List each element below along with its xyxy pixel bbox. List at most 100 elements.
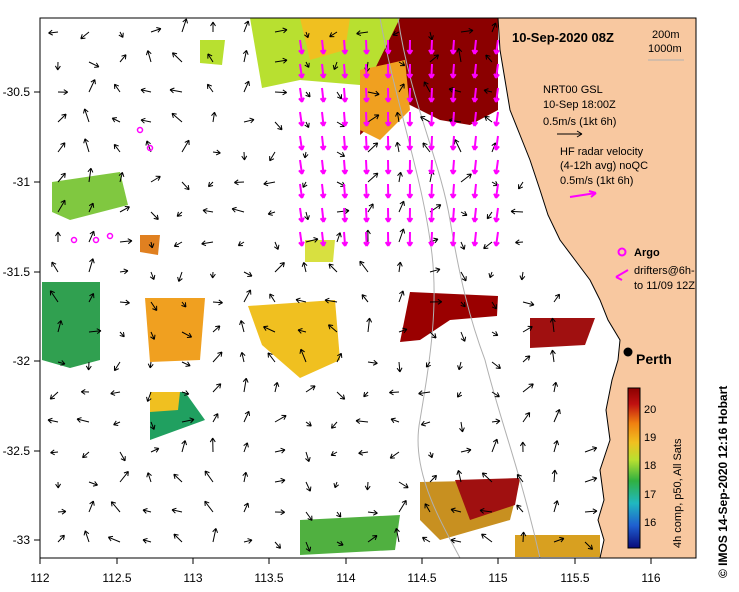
current-vector <box>181 139 190 153</box>
current-vector <box>486 211 493 220</box>
current-vector <box>212 413 219 423</box>
hf-radar-vector <box>341 39 349 55</box>
hf-radar-vector <box>363 111 370 127</box>
hf-radar-vector <box>471 63 479 79</box>
hf-radar-vector <box>406 39 414 55</box>
current-vector <box>80 388 90 395</box>
current-vector <box>113 420 121 426</box>
current-vector <box>243 80 250 93</box>
current-vector <box>522 301 535 307</box>
hf-radar-vector <box>319 183 327 199</box>
current-vector <box>48 29 59 36</box>
current-vector <box>119 331 125 338</box>
current-vector <box>460 173 472 183</box>
current-vector <box>584 446 598 453</box>
hf-radar-vector <box>471 87 479 103</box>
colorbar-label: 4h comp, p50, All Sats <box>672 438 684 548</box>
current-vector <box>57 320 63 333</box>
current-vector <box>88 328 102 335</box>
hf-radar-vector <box>471 207 479 223</box>
current-vector <box>87 167 94 183</box>
current-vector <box>119 54 127 63</box>
current-vector <box>269 293 276 303</box>
current-vector <box>57 508 67 515</box>
current-vector <box>301 261 308 273</box>
current-vector <box>150 331 156 340</box>
current-vector <box>460 241 466 250</box>
current-vector <box>484 115 493 123</box>
current-vector <box>398 290 405 303</box>
colorbar-tick-label: 20 <box>644 404 656 416</box>
current-vector <box>336 151 346 158</box>
hf-radar-vector <box>384 87 392 103</box>
current-vector <box>148 241 155 249</box>
current-vector <box>231 206 245 213</box>
gsl-legend-title: NRT00 GSL <box>543 84 603 96</box>
current-vector <box>460 271 467 282</box>
current-vector <box>522 325 533 333</box>
hf-radar-vector <box>384 63 392 79</box>
hf-radar-vector <box>471 135 479 151</box>
current-vector <box>459 421 465 433</box>
colorbar-tick-label: 17 <box>644 489 656 501</box>
hf-radar-vector <box>449 63 457 79</box>
depth-label-1000m: 1000m <box>648 43 682 55</box>
current-vector <box>241 151 248 161</box>
perth-marker-icon <box>623 347 633 357</box>
argo-label: Argo <box>634 247 660 259</box>
current-vector <box>336 511 342 518</box>
lon-tick-label: 112.5 <box>102 571 131 585</box>
lat-tick-label: -31 <box>13 175 31 189</box>
current-vector <box>181 18 188 33</box>
hf-radar-vector <box>449 231 457 247</box>
hf-radar-vector <box>341 207 349 223</box>
current-vector <box>201 240 214 247</box>
current-vector <box>304 211 310 221</box>
lat-tick-label: -32.5 <box>3 444 31 458</box>
current-vector <box>460 331 467 342</box>
hf-radar-vector <box>471 159 479 175</box>
current-vector <box>267 210 276 216</box>
current-vector <box>491 331 499 337</box>
sst-colorbar: 20 19 18 17 16 4h comp, p50, All Sats <box>627 387 684 549</box>
hf-radar-vector <box>298 111 305 127</box>
current-vector <box>243 271 253 277</box>
current-vector <box>150 211 159 220</box>
current-vector <box>243 289 252 303</box>
hf-radar-vector <box>319 87 327 103</box>
hf-radar-vector <box>363 39 370 55</box>
current-vector <box>169 87 183 94</box>
hf-radar-vector <box>384 39 392 55</box>
lat-tick-label: -32 <box>13 354 31 368</box>
drifter-icon <box>615 269 629 281</box>
current-vector <box>367 509 378 516</box>
current-vector <box>57 199 66 213</box>
current-vector <box>522 355 531 363</box>
current-vector <box>119 451 126 462</box>
current-vector <box>146 391 152 402</box>
hf-legend-title: HF radar velocity <box>560 146 644 158</box>
current-vector <box>150 301 158 311</box>
current-vector <box>274 509 286 516</box>
drifters-label-2: to 11/09 12Z <box>634 280 695 292</box>
current-vector <box>584 541 594 550</box>
hf-radar-vector <box>493 111 500 127</box>
current-vector <box>479 507 493 514</box>
current-vector <box>491 391 500 398</box>
hf-scale-arrowhead <box>588 190 597 198</box>
hf-radar-vector <box>298 39 305 55</box>
current-vector <box>398 499 407 513</box>
current-vector <box>243 20 250 33</box>
hf-radar-vector <box>384 207 392 223</box>
current-vector <box>83 138 90 153</box>
current-vector <box>336 540 344 547</box>
current-vector <box>305 421 312 427</box>
current-vector <box>302 181 308 188</box>
map-title: 10-Sep-2020 08Z <box>512 30 614 45</box>
current-vector <box>50 449 59 456</box>
current-vector <box>552 381 559 393</box>
hf-radar-vector <box>363 183 370 199</box>
hf-radar-vector <box>428 135 435 151</box>
current-vector <box>181 390 190 396</box>
current-vector <box>239 320 245 333</box>
